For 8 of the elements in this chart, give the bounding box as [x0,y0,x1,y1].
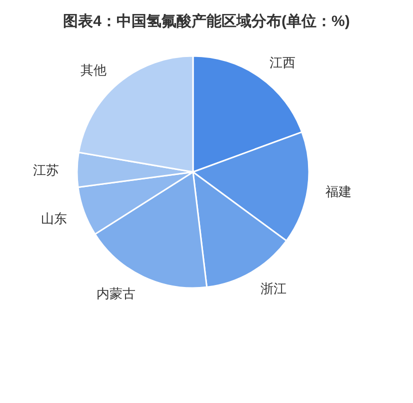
slice-label: 江西 [270,55,296,70]
slice-label: 江苏 [33,162,60,178]
slice-label: 内蒙古 [96,286,136,302]
slice-label: 其他 [80,62,107,78]
slice-label: 浙江 [260,280,286,296]
chart-title: 图表4：中国氢氟酸产能区域分布(单位：%) [63,13,350,30]
slice-label: 山东 [41,210,68,226]
slice-label: 福建 [326,184,352,199]
